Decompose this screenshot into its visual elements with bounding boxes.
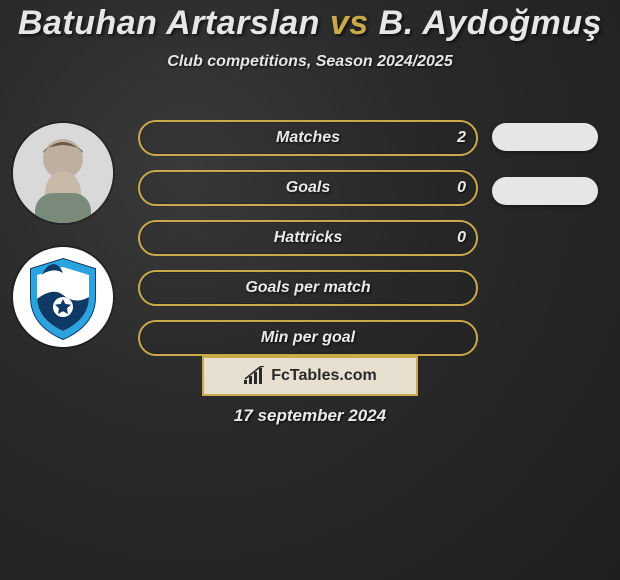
subtitle: Club competitions, Season 2024/2025 <box>0 53 620 71</box>
chart-icon <box>243 366 265 386</box>
stat-row-hattricks: Hattricks 0 <box>138 220 478 256</box>
stat-label: Goals <box>140 179 476 197</box>
player-avatar <box>13 123 113 223</box>
club-logo-icon <box>13 247 113 347</box>
opponent-value-pill <box>492 177 598 205</box>
stat-value-left: 0 <box>457 229 466 247</box>
opponent-value-pill <box>492 123 598 151</box>
date-text: 17 september 2024 <box>0 406 620 426</box>
title-player1: Batuhan Artarslan <box>18 4 320 42</box>
stat-row-goals-per-match: Goals per match <box>138 270 478 306</box>
stat-row-matches: Matches 2 <box>138 120 478 156</box>
stat-label: Min per goal <box>140 329 476 347</box>
stat-value-left: 2 <box>457 129 466 147</box>
stat-value-left: 0 <box>457 179 466 197</box>
stat-label: Hattricks <box>140 229 476 247</box>
stat-row-min-per-goal: Min per goal <box>138 320 478 356</box>
club-logo <box>13 247 113 347</box>
left-column <box>8 123 118 347</box>
avatar-placeholder-icon <box>13 123 113 223</box>
stat-row-goals: Goals 0 <box>138 170 478 206</box>
title-vs: vs <box>330 4 369 42</box>
stat-label: Goals per match <box>140 279 476 297</box>
brand-box: FcTables.com <box>202 356 418 396</box>
stat-rows: Matches 2 Goals 0 Hattricks 0 Goals per … <box>138 120 478 356</box>
stat-label: Matches <box>140 129 476 147</box>
page-title: Batuhan Artarslan vs B. Aydoğmuş <box>0 0 620 43</box>
title-player2: B. Aydoğmuş <box>379 4 602 42</box>
brand-text: FcTables.com <box>271 367 377 385</box>
right-column <box>490 123 600 205</box>
